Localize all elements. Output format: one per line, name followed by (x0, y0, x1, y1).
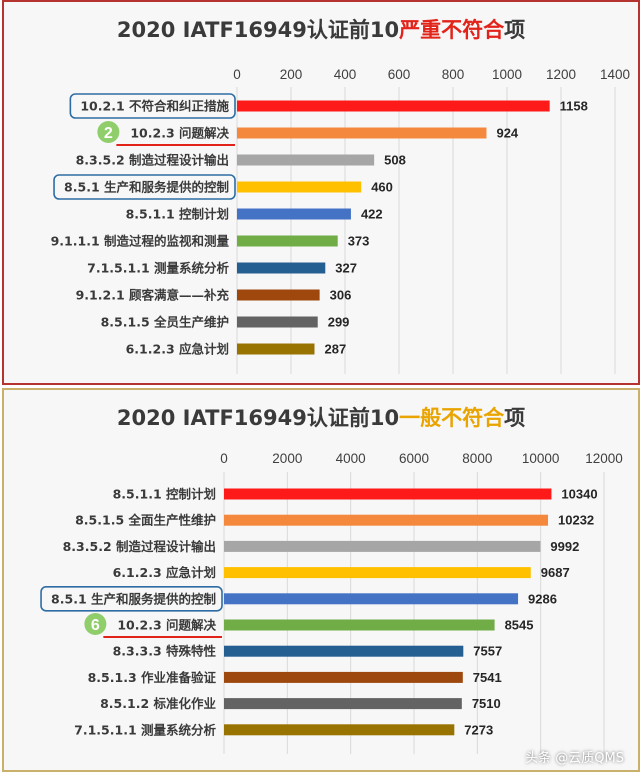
x-tick-label: 2000 (272, 451, 302, 466)
x-tick-label: 10000 (522, 451, 560, 466)
title-suffix: 项 (504, 18, 526, 42)
x-tick-label: 1000 (492, 67, 522, 82)
bar (237, 289, 320, 301)
data-label: 373 (348, 234, 370, 249)
category-label: 7.1.5.1.1 测量系统分析 (87, 261, 229, 276)
data-label: 422 (361, 207, 383, 222)
x-tick-label: 12000 (585, 451, 623, 466)
bar (237, 154, 375, 166)
category-label: 8.5.1.1 控制计划 (126, 207, 229, 222)
bar (237, 262, 326, 274)
data-label: 327 (335, 261, 357, 276)
bar (224, 645, 464, 657)
data-label: 1158 (560, 99, 588, 114)
category-label: 8.5.1.5 全员生产维护 (101, 315, 229, 330)
x-tick-label: 1400 (600, 67, 630, 82)
bottom-chart-panel: 2020 IATF16949认证前10一般不符合项 0 2000 4000 6000 8… (2, 388, 640, 772)
category-label: 8.5.1.3 作业准备验证 (88, 670, 217, 685)
bar (237, 100, 550, 112)
data-label: 460 (371, 180, 393, 195)
bar (237, 235, 338, 247)
data-label: 7541 (473, 670, 502, 685)
title-main: 2020 IATF16949认证前10 (116, 406, 400, 430)
number-marker-label: 2 (104, 125, 113, 142)
category-label: 10.2.3 问题解决 (130, 126, 229, 141)
data-label: 299 (328, 315, 350, 330)
x-tick-label: 1200 (546, 67, 576, 82)
x-tick-label: 6000 (399, 451, 429, 466)
category-label: 6.1.2.3 应急计划 (113, 565, 216, 580)
bar (224, 724, 455, 736)
category-label: 8.3.3.3 特殊特性 (113, 644, 217, 659)
data-label: 8545 (505, 618, 534, 633)
data-label: 9687 (541, 565, 570, 580)
x-tick-label: 400 (334, 67, 357, 82)
title-main: 2020 IATF16949认证前10 (116, 18, 400, 42)
bar (224, 593, 519, 605)
bar (224, 698, 462, 710)
data-label: 10340 (561, 487, 597, 502)
category-label: 8.5.1.5 全面生产性维护 (75, 513, 216, 528)
x-tick-label: 4000 (336, 451, 366, 466)
category-label: 7.1.5.1.1 测量系统分析 (74, 722, 216, 737)
bar (224, 514, 549, 526)
x-tick-label: 600 (388, 67, 411, 82)
data-label: 7273 (464, 722, 493, 737)
bar (237, 208, 351, 220)
x-tick-label: 0 (233, 67, 241, 82)
category-label: 8.5.1 生产和服务提供的控制 (51, 591, 216, 606)
plot-area: 0 200 400 600 800 1000 1200 1400 1158 10.2.1 不符合和… (51, 67, 630, 374)
x-tick-label: 200 (280, 67, 303, 82)
highlight-box (53, 174, 236, 200)
number-marker-label: 6 (91, 617, 100, 634)
title-highlight: 严重不符合 (399, 18, 505, 42)
category-label: 6.1.2.3 应急计划 (126, 342, 229, 357)
category-label: 9.1.1.1 制造过程的监视和测量 (51, 234, 230, 249)
category-label: 9.1.2.1 顾客满意——补充 (76, 288, 230, 303)
category-label: 10.2.3 问题解决 (117, 618, 216, 633)
bar (237, 181, 362, 193)
top-chart-panel: 2020 IATF16949认证前10严重不符合项 0 200 400 600 800 1… (2, 0, 640, 385)
bar-chart-general: 0 2000 4000 6000 8000 10000 12000 10340 8.5.1.1 … (40, 451, 623, 754)
bar (224, 488, 552, 500)
category-label: 8.5.1.2 标准化作业 (100, 696, 216, 711)
bar (237, 316, 318, 328)
bar (224, 540, 541, 552)
title-highlight: 一般不符合 (399, 406, 505, 430)
category-label: 8.3.5.2 制造过程设计输出 (63, 539, 216, 554)
bar (224, 671, 463, 683)
data-label: 9286 (528, 591, 557, 606)
watermark: 头条 @云质QMS (525, 751, 624, 766)
title-suffix: 项 (504, 406, 526, 430)
data-label: 10232 (558, 513, 594, 528)
highlight-box (69, 93, 236, 119)
highlight-box (40, 585, 223, 612)
data-label: 9992 (550, 539, 579, 554)
number-marker (97, 121, 120, 143)
bar (224, 619, 495, 631)
category-label: 10.2.1 不符合和纠正措施 (80, 99, 229, 114)
category-label: 8.5.1.1 控制计划 (113, 487, 216, 502)
data-label: 7510 (472, 696, 501, 711)
data-label: 287 (324, 342, 346, 357)
bar (224, 567, 531, 579)
category-label: 8.5.1 生产和服务提供的控制 (64, 180, 229, 195)
data-label: 306 (330, 288, 352, 303)
data-label: 924 (496, 126, 518, 141)
plot-area: 0 2000 4000 6000 8000 10000 12000 10340 8.5.1.1 … (40, 451, 623, 754)
chart-title: 2020 IATF16949认证前10一般不符合项 (4, 402, 638, 432)
bar-chart-serious: 0 200 400 600 800 1000 1200 1400 1158 10.2.1 不符合和… (51, 67, 630, 374)
x-tick-label: 0 (220, 451, 228, 466)
chart-title: 2020 IATF16949认证前10严重不符合项 (4, 14, 638, 44)
bar (237, 343, 315, 355)
number-marker (84, 613, 107, 635)
data-label: 508 (384, 153, 406, 168)
bar (237, 127, 487, 139)
data-label: 7557 (473, 644, 502, 659)
x-tick-label: 800 (442, 67, 465, 82)
x-tick-label: 8000 (462, 451, 492, 466)
category-label: 8.3.5.2 制造过程设计输出 (76, 153, 229, 168)
